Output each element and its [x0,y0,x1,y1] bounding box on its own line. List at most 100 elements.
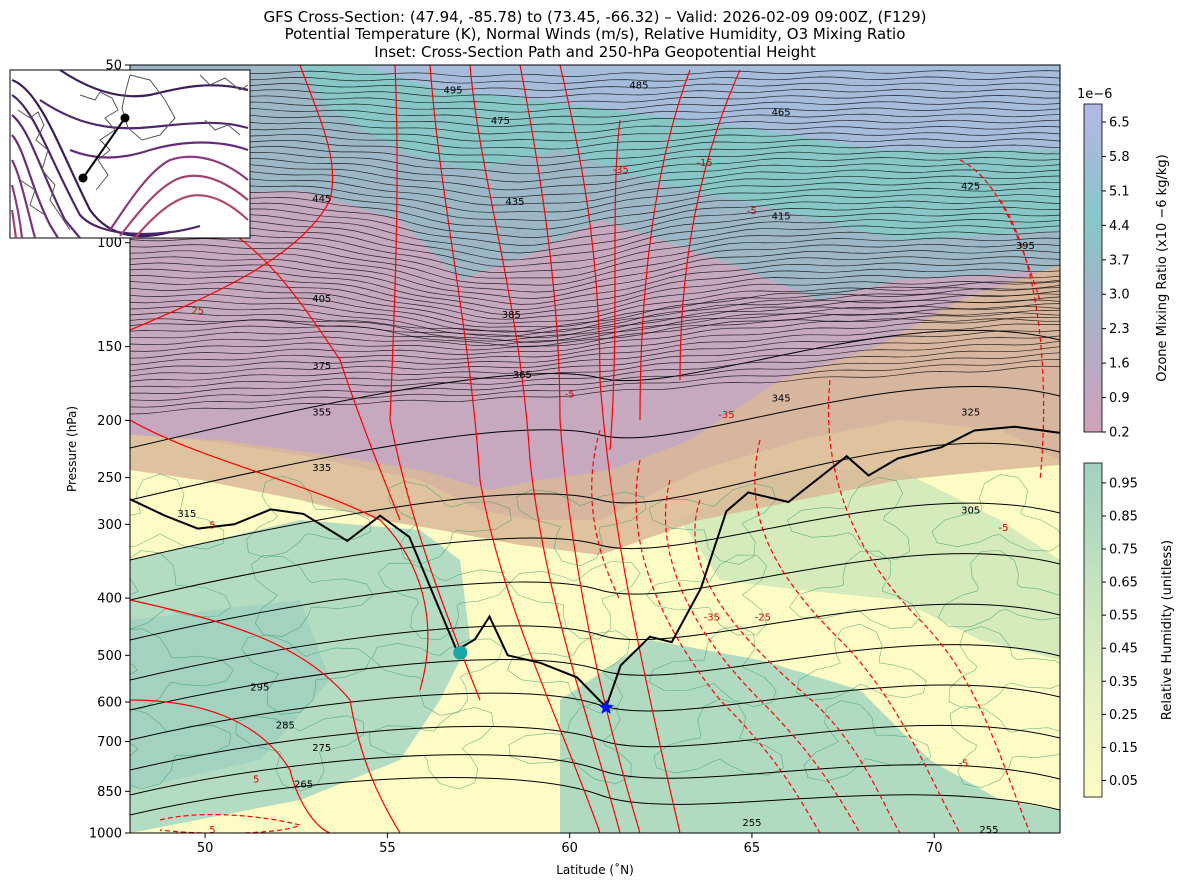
y-tick-label: 1000 [89,827,122,842]
wind-contour-label: 5 [209,825,215,836]
rh-contour-line [516,489,647,567]
rh-contour-line [937,550,1060,628]
rh-contour-line [789,550,921,629]
rh-colorbar-tick-label: 0.05 [1109,774,1138,789]
rh-contour-line [796,623,927,701]
y-tick-label: 250 [97,471,122,486]
inset-geopotential-contours [10,69,249,239]
isentrope-line [130,70,1060,77]
rh-contour-line [377,562,510,640]
wind-contour-label: -25 [755,613,771,624]
isentrope-label: 375 [312,361,331,372]
tropopause-line [130,425,1060,709]
y-tick-label: 600 [97,696,122,711]
x-axis-ticks: 50 55 60 65 70 [197,833,942,856]
wind-contour-label: -35 [718,410,734,421]
rh-contour-line [931,474,1060,552]
negative-wind-contour [694,499,901,833]
isentrope-line [130,724,1060,771]
isentrope-label: 385 [502,310,521,321]
isentrope-line [130,206,1060,246]
plot-frame [129,64,1061,834]
positive-wind-contour [389,65,481,701]
ozone-contour [130,149,1060,301]
end-marker [598,699,614,714]
positive-wind-contour [130,419,429,691]
isentrope-line [130,126,1060,142]
isentrope-line [130,290,1060,342]
isentrope-line [130,281,1060,320]
isentrope-line [130,95,1060,106]
isentrope-label: 495 [443,85,462,96]
isentrope-label: 265 [294,779,313,790]
contour-labels: 495 485 475 465 445 435 425 415 405 395 385 375 365 3… [177,81,1035,836]
rh-contours [130,473,1060,792]
rh-colorbar-tick-label: 0.95 [1109,476,1138,491]
ozone-colorbar-exponent: 1e−6 [1077,87,1112,102]
x-tick-label: 60 [561,841,578,856]
rh-colorbar-tick-label: 0.45 [1109,642,1138,657]
y-axis-label: Pressure (hPa) [65,406,79,492]
inset-end-point [120,113,130,123]
isentrope-line [130,296,1060,346]
wind-contour-label: 5 [253,774,259,785]
isentrope-line [130,352,1060,401]
isentrope-line [130,169,1060,199]
inset-start-point [78,173,88,183]
tropopause-ozone-band [130,265,1060,555]
wind-contour-label: -5 [999,523,1009,534]
ozone-colorbar: 0.2 0.9 1.6 2.3 3.0 3.7 4.4 5.1 5.8 6.5 1e−6 Ozon… [1077,87,1170,441]
rh-colorbar-tick-label: 0.55 [1109,609,1138,624]
isentrope-label: 275 [312,743,331,754]
x-tick-label: 50 [197,841,214,856]
ozone-colorbar-tick-label: 0.9 [1109,391,1130,406]
isentrope-line [130,553,1060,641]
isentrope-line [130,312,1060,343]
y-tick-label: 100 [97,236,122,251]
rh-colorbar-label: Relative Humidity (unitless) [1160,540,1175,720]
negative-wind-contour [159,813,302,833]
isentrope-label: 305 [961,505,980,516]
isentrope-line [130,157,1060,183]
positive-wind-contour [609,119,621,451]
isentrope-line [130,225,1060,267]
rh-contour-line [246,475,371,558]
isentrope-line [130,754,1060,796]
isentrope-line [130,256,1060,299]
wind-contour-label: -5 [747,206,757,217]
ozone-colorbar-tick-label: 2.3 [1109,322,1130,337]
rh-contour-line [948,626,1060,709]
rh-colorbar-tick-label: 0.15 [1109,741,1138,756]
isentrope-label: 405 [312,294,331,305]
ozone-colorbar-tick-label: 3.0 [1109,288,1130,303]
isentrope-line [130,175,1060,206]
wind-contour-label: -15 [696,158,712,169]
isentrope-line [130,603,1060,681]
rh-contour-line [369,706,494,790]
ozone-colorbar-tick-label: 3.7 [1109,253,1130,268]
negative-wind-contour [827,379,1031,833]
isentrope-line [130,88,1060,99]
chart-title-line-2: Potential Temperature (K), Normal Winds … [284,25,906,43]
isentrope-line [130,250,1060,293]
ozone-colorbar-tick-label: 5.1 [1109,184,1130,199]
isentrope-line [130,119,1060,135]
isentrope-line [130,138,1060,158]
isentrope-line [130,212,1060,254]
positive-wind-contour [679,69,741,381]
isentrope-label: 335 [312,463,331,474]
isentrope-line [130,340,1060,388]
ozone-colorbar-tick-label: 5.8 [1109,150,1130,165]
isentrope-line [130,279,1060,333]
isentrope-line [130,385,1060,501]
isentrope-label: 365 [513,370,532,381]
isentrope-label: 485 [629,81,648,92]
isentrope-line [130,107,1060,120]
isentrope-label: 355 [312,407,331,418]
isentrope-label: 425 [961,181,980,192]
wind-contour-label: -5 [565,389,575,400]
theta-contours [130,70,1060,816]
rh-contour-line [648,625,777,707]
isentrope-line [130,365,1060,415]
